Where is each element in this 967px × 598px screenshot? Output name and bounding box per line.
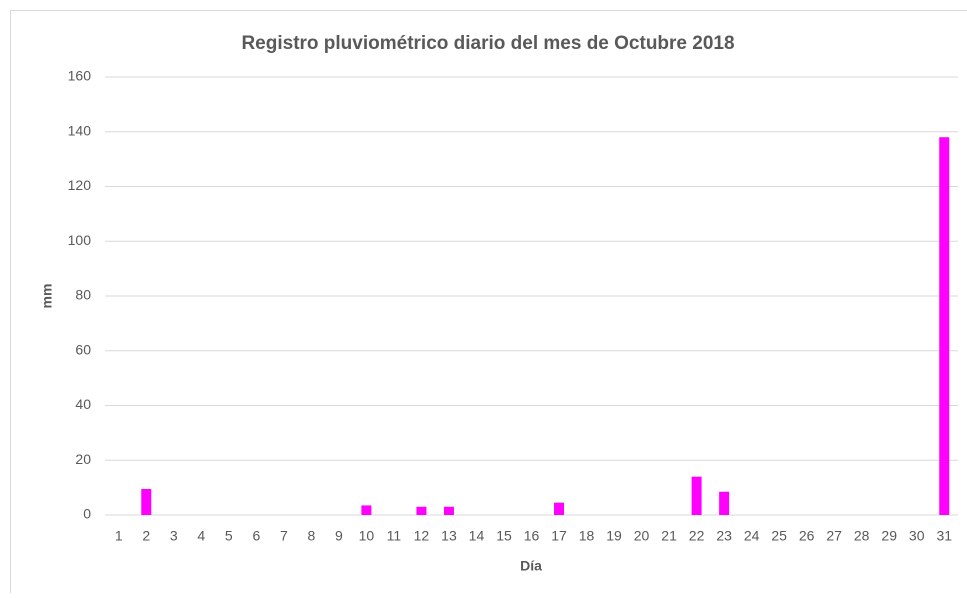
x-tick-label: 8	[307, 528, 315, 544]
x-tick-label: 9	[335, 528, 343, 544]
x-tick-label: 16	[524, 528, 540, 544]
x-tick-label: 15	[496, 528, 512, 544]
bar	[141, 489, 151, 515]
bar	[554, 503, 564, 515]
x-axis-title: Día	[520, 558, 542, 574]
y-tick-label: 120	[68, 177, 92, 193]
x-tick-label: 27	[826, 528, 842, 544]
x-tick-label: 20	[634, 528, 650, 544]
y-tick-label: 100	[68, 232, 92, 248]
x-tick-label: 17	[551, 528, 567, 544]
bar	[692, 477, 702, 515]
y-tick-label: 160	[68, 68, 92, 84]
chart-title: Registro pluviométrico diario del mes de…	[241, 33, 734, 54]
y-tick-label: 40	[75, 396, 91, 412]
x-tick-label: 29	[881, 528, 897, 544]
x-tick-label: 7	[280, 528, 288, 544]
x-tick-label: 25	[771, 528, 787, 544]
x-tick-label: 2	[142, 528, 150, 544]
x-tick-label: 12	[414, 528, 430, 544]
x-tick-label: 6	[252, 528, 260, 544]
y-tick-label: 0	[83, 506, 91, 522]
x-tick-label: 13	[441, 528, 457, 544]
x-tick-label: 23	[716, 528, 732, 544]
x-tick-label: 11	[387, 528, 402, 544]
x-tick-label: 28	[854, 528, 870, 544]
bar	[719, 492, 729, 515]
y-tick-label: 60	[75, 341, 91, 357]
x-tick-label: 10	[359, 528, 375, 544]
y-axis-title: mm	[39, 284, 55, 309]
x-tick-label: 5	[225, 528, 233, 544]
x-tick-label: 18	[579, 528, 595, 544]
y-tick-label: 140	[68, 122, 92, 138]
y-tick-label: 80	[75, 287, 91, 303]
x-tick-label: 30	[909, 528, 925, 544]
x-tick-label: 4	[197, 528, 205, 544]
bar	[361, 505, 371, 515]
bar	[939, 137, 949, 515]
x-tick-label: 22	[689, 528, 705, 544]
x-tick-label: 19	[606, 528, 622, 544]
bar	[416, 507, 426, 515]
x-tick-label: 3	[170, 528, 178, 544]
x-tick-label: 24	[744, 528, 760, 544]
x-tick-label: 21	[661, 528, 677, 544]
chart-frame	[11, 11, 967, 594]
x-tick-label: 26	[799, 528, 815, 544]
bar	[444, 507, 454, 515]
x-tick-label: 14	[469, 528, 485, 544]
x-tick-label: 1	[115, 528, 123, 544]
x-tick-label: 31	[936, 528, 952, 544]
y-tick-label: 20	[75, 451, 91, 467]
